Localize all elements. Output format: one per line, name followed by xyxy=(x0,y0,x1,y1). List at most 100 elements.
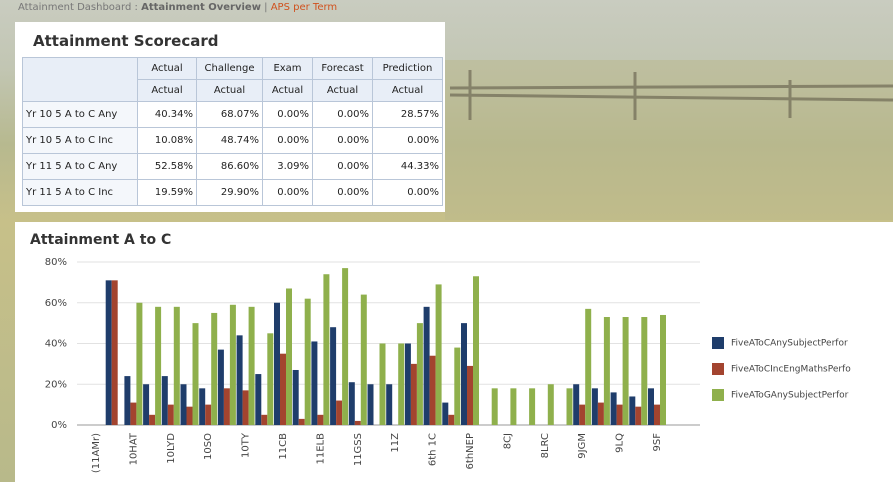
bar xyxy=(230,305,236,425)
bar xyxy=(623,317,629,425)
x-tick-label: 8CJ xyxy=(502,433,513,449)
bar xyxy=(617,405,623,425)
bar xyxy=(305,299,311,425)
x-tick-label: (11AMr) xyxy=(91,433,102,473)
x-tick-label: 10LYD xyxy=(166,433,177,464)
bar xyxy=(293,370,299,425)
bar xyxy=(274,303,280,425)
bar xyxy=(467,366,473,425)
bar xyxy=(342,268,348,425)
table-cell: 3.09% xyxy=(263,154,313,180)
table-row: Yr 11 5 A to C Inc19.59%29.90%0.00%0.00%… xyxy=(23,180,443,206)
bar xyxy=(199,388,205,425)
bar xyxy=(386,384,392,425)
bar xyxy=(299,419,305,425)
bar xyxy=(424,307,430,425)
corner-cell xyxy=(23,58,138,102)
bar xyxy=(641,317,647,425)
bar xyxy=(261,415,267,425)
table-cell: 0.00% xyxy=(313,154,373,180)
bar xyxy=(629,396,635,425)
x-tick-label: 11CB xyxy=(278,433,289,460)
bar xyxy=(579,405,585,425)
bar xyxy=(323,274,329,425)
bar xyxy=(124,376,130,425)
bar xyxy=(660,315,666,425)
bar xyxy=(249,307,255,425)
page: Attainment Dashboard : Attainment Overvi… xyxy=(0,0,893,482)
row-label: Yr 11 5 A to C Any xyxy=(23,154,138,180)
bar xyxy=(317,415,323,425)
bar xyxy=(548,384,554,425)
y-tick-label: 40% xyxy=(45,339,67,350)
bar xyxy=(598,403,604,425)
y-tick-label: 20% xyxy=(45,379,67,390)
table-cell: 10.08% xyxy=(138,128,197,154)
bar xyxy=(162,376,168,425)
bar xyxy=(355,421,361,425)
bar xyxy=(106,280,112,425)
column-header: Challenge xyxy=(197,58,263,80)
row-label: Yr 10 5 A to C Any xyxy=(23,102,138,128)
table-cell: 0.00% xyxy=(313,102,373,128)
y-tick-label: 0% xyxy=(51,420,67,431)
bar xyxy=(567,388,573,425)
breadcrumb: Attainment Dashboard : Attainment Overvi… xyxy=(18,2,337,13)
bar xyxy=(648,388,654,425)
bar xyxy=(411,364,417,425)
bar xyxy=(454,348,460,425)
bar xyxy=(149,415,155,425)
chart: Attainment A to C 0%20%40%60%80%(11AMr)1… xyxy=(15,222,893,482)
breadcrumb-link[interactable]: APS per Term xyxy=(271,2,337,13)
table-cell: 52.58% xyxy=(138,154,197,180)
row-label: Yr 10 5 A to C Inc xyxy=(23,128,138,154)
x-tick-label: 11ELB xyxy=(315,433,326,465)
bar xyxy=(237,335,243,425)
table-cell: 0.00% xyxy=(263,180,313,206)
breadcrumb-root[interactable]: Attainment Dashboard : xyxy=(18,2,138,13)
bar xyxy=(430,356,436,425)
bar xyxy=(405,344,411,426)
table-cell: 28.57% xyxy=(373,102,443,128)
legend-swatch xyxy=(712,363,724,375)
bar xyxy=(280,354,286,425)
row-label: Yr 11 5 A to C Inc xyxy=(23,180,138,206)
column-header: Prediction xyxy=(373,58,443,80)
table-cell: 0.00% xyxy=(263,102,313,128)
table-cell: 40.34% xyxy=(138,102,197,128)
table-cell: 0.00% xyxy=(313,180,373,206)
scorecard-title: Attainment Scorecard xyxy=(33,32,219,50)
bar xyxy=(181,384,187,425)
table-cell: 0.00% xyxy=(373,128,443,154)
bar xyxy=(436,284,442,425)
bar xyxy=(243,390,249,425)
bar xyxy=(448,415,454,425)
x-tick-label: 10TY xyxy=(241,432,252,458)
x-tick-label: 9LQ xyxy=(615,433,626,453)
breadcrumb-current: Attainment Overview xyxy=(141,2,261,13)
column-subheader: Actual xyxy=(197,80,263,102)
x-tick-label: 10SO xyxy=(203,433,214,460)
bar xyxy=(174,307,180,425)
scorecard-table: ActualChallengeExamForecastPredictionAct… xyxy=(22,57,443,206)
bar xyxy=(473,276,479,425)
legend-swatch xyxy=(712,389,724,401)
column-subheader: Actual xyxy=(373,80,443,102)
legend-label: FiveAToGAnySubjectPerfor xyxy=(731,391,849,401)
bar xyxy=(417,323,423,425)
bar xyxy=(143,384,149,425)
column-header: Exam xyxy=(263,58,313,80)
table-cell: 29.90% xyxy=(197,180,263,206)
y-tick-label: 60% xyxy=(45,298,67,309)
bar xyxy=(112,280,118,425)
x-tick-label: 11Z xyxy=(390,433,401,453)
bar xyxy=(654,405,660,425)
bar xyxy=(368,384,374,425)
bar xyxy=(155,307,161,425)
bar xyxy=(510,388,516,425)
bar xyxy=(611,392,617,425)
table-cell: 0.00% xyxy=(313,128,373,154)
table-cell: 0.00% xyxy=(373,180,443,206)
